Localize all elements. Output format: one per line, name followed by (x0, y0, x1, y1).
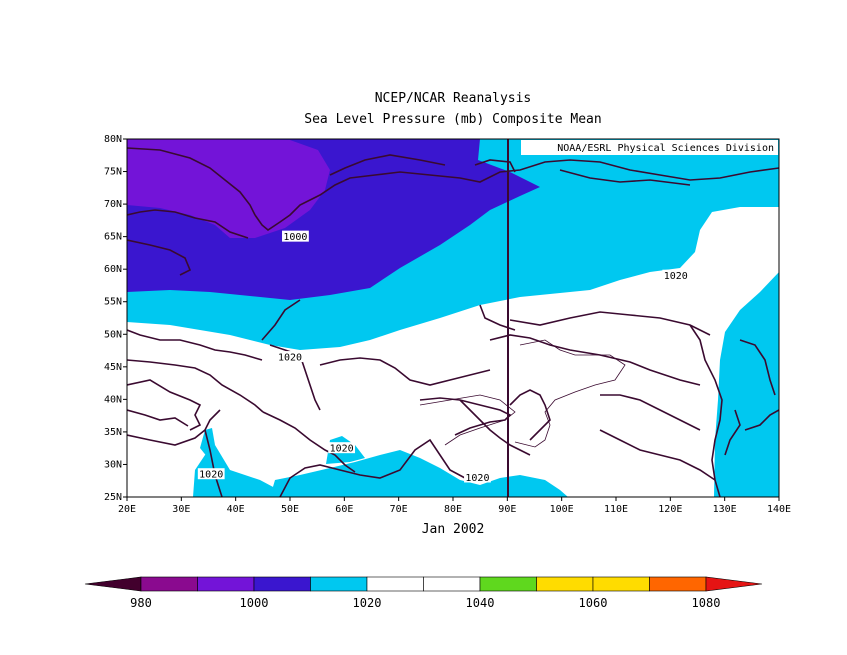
colorbar: 980 1000 1020 1040 1060 1080 (84, 576, 763, 610)
lon-tick-label: 90E (498, 504, 516, 515)
pressure-field (127, 139, 779, 497)
colorbar-segment (423, 576, 481, 592)
lat-tick-label: 70N (104, 199, 122, 210)
contour-label: 1020 (278, 353, 302, 364)
lat-tick-label: 55N (104, 297, 122, 308)
lon-tick-label: 120E (658, 504, 682, 515)
lon-tick-label: 80E (444, 504, 462, 515)
contour-label: 1020 (465, 473, 489, 484)
colorbar-segment (649, 576, 707, 592)
lat-tick-label: 25N (104, 492, 122, 503)
colorbar-label: 1020 (353, 596, 382, 610)
lon-tick-label: 30E (172, 504, 190, 515)
lat-tick-label: 35N (104, 427, 122, 438)
band-1010-1020-south-india (270, 450, 568, 497)
lon-tick-label: 50E (281, 504, 299, 515)
latitude-ticks: 80N 75N 70N 65N 60N 55N 50N 45N 40N 35N 30N 25N (104, 134, 127, 503)
date-label: Jan 2002 (421, 522, 485, 537)
longitude-ticks: 20E 30E 40E 50E 60E 70E 80E 90E 100E 110E 120E 130E… (118, 497, 791, 515)
colorbar-label: 1080 (692, 596, 721, 610)
contour-label-bg (197, 468, 225, 480)
lon-tick-label: 60E (335, 504, 353, 515)
contour-label-bg (464, 471, 491, 483)
coastlines (127, 147, 779, 497)
lon-tick-label: 140E (767, 504, 791, 515)
credit-box (521, 140, 778, 155)
thin-contours (419, 339, 626, 448)
colorbar-label: 1060 (579, 596, 608, 610)
band-lt-990 (127, 139, 330, 238)
contour-label-bg (662, 269, 690, 281)
colorbar-segment (366, 576, 424, 592)
lat-tick-label: 50N (104, 329, 122, 340)
chart-title: NCEP/NCAR Reanalysis (374, 91, 532, 106)
colorbar-max-arrow (705, 576, 763, 592)
contour-label-bg (276, 351, 304, 363)
contour-label-bg (328, 442, 356, 454)
chart-subtitle: Sea Level Pressure (mb) Composite Mean (304, 112, 602, 127)
colorbar-segment (479, 576, 537, 592)
lon-tick-label: 70E (390, 504, 408, 515)
colorbar-segment (536, 576, 594, 592)
contour-label: 1000 (283, 232, 307, 243)
lat-tick-label: 40N (104, 394, 122, 405)
lon-tick-label: 130E (713, 504, 737, 515)
lat-tick-label: 65N (104, 232, 122, 243)
lon-tick-label: 20E (118, 504, 136, 515)
lon-tick-label: 40E (227, 504, 245, 515)
lat-tick-label: 30N (104, 459, 122, 470)
contour-label: 1020 (199, 470, 223, 481)
contour-label: 1020 (664, 271, 688, 282)
contour-label: 1020 (330, 444, 354, 455)
contour-labels: 1000 1020 1020 1020 1020 1020 (197, 230, 690, 484)
colorbar-label: 1040 (466, 596, 495, 610)
lat-tick-label: 45N (104, 362, 122, 373)
colorbar-segment (197, 576, 255, 592)
colorbar-segment (253, 576, 311, 592)
lat-tick-label: 75N (104, 167, 122, 178)
contour-label-bg (282, 230, 309, 242)
colorbar-min-arrow (84, 576, 142, 592)
colorbar-segment (310, 576, 368, 592)
colorbar-segment (140, 576, 198, 592)
lon-tick-label: 110E (604, 504, 628, 515)
lat-tick-label: 60N (104, 264, 122, 275)
colorbar-label: 980 (130, 596, 152, 610)
colorbar-segment (592, 576, 650, 592)
colorbar-label: 1000 (240, 596, 269, 610)
credit-text: NOAA/ESRL Physical Sciences Division (557, 143, 774, 154)
lon-tick-label: 100E (550, 504, 574, 515)
lat-tick-label: 80N (104, 134, 122, 145)
band-1010-1020-south-west (193, 445, 285, 497)
